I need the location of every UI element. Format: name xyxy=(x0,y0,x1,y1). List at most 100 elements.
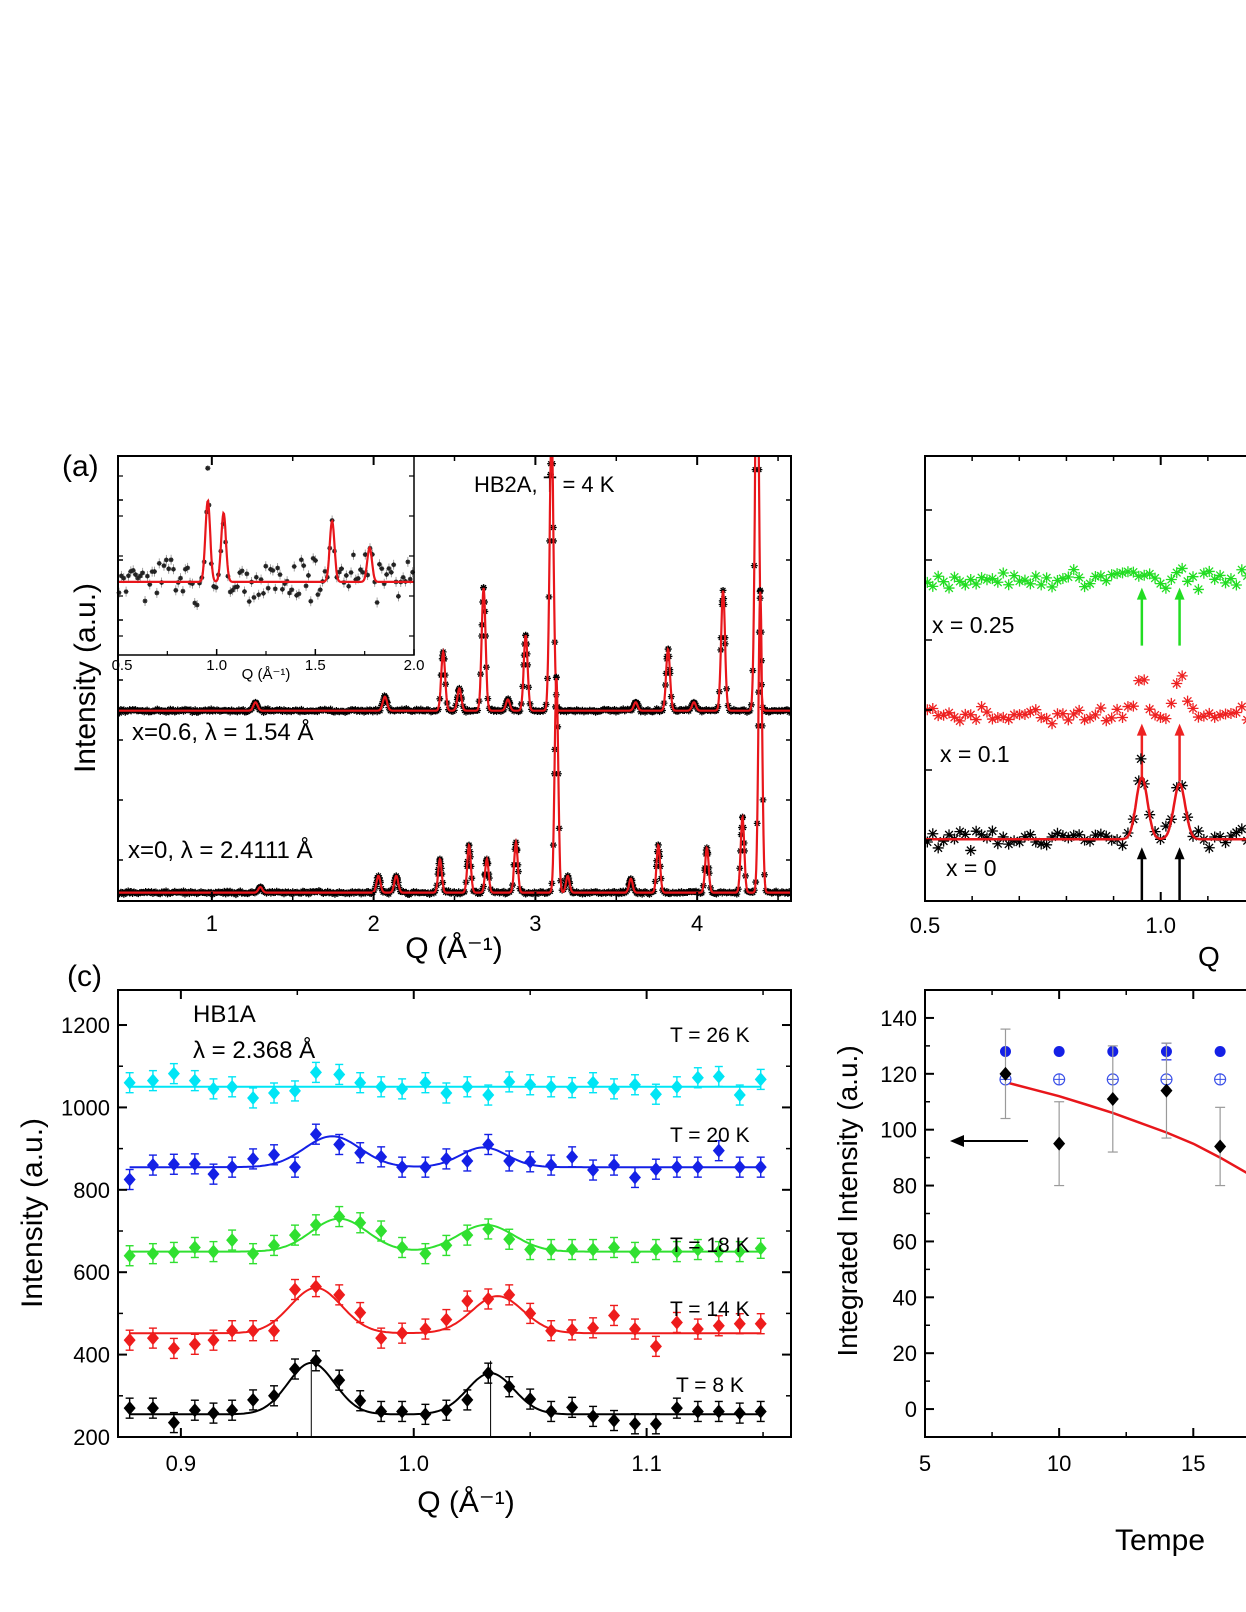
data-point xyxy=(1149,826,1161,838)
data-point xyxy=(239,706,247,713)
data-point xyxy=(524,1306,537,1321)
data-point xyxy=(333,1137,346,1152)
data-point xyxy=(932,842,944,854)
data-point xyxy=(927,703,939,715)
data-point xyxy=(545,1158,558,1173)
data-point xyxy=(226,1233,239,1248)
y-tick-label: 800 xyxy=(73,1178,110,1203)
data-point xyxy=(236,887,244,895)
data-point xyxy=(167,1066,180,1081)
panel-b-label-x025: x = 0.25 xyxy=(932,612,1014,638)
data-point xyxy=(1041,712,1053,724)
data-point xyxy=(1225,707,1237,719)
data-point xyxy=(970,714,982,726)
data-point xyxy=(419,1322,432,1337)
data-point xyxy=(178,575,183,581)
data-point xyxy=(503,1379,516,1394)
data-point xyxy=(472,887,480,895)
data-point xyxy=(189,581,195,587)
data-point xyxy=(246,599,252,604)
data-point xyxy=(322,568,328,574)
data-point xyxy=(146,1246,159,1261)
data-point xyxy=(1117,711,1129,723)
x-tick-label: 2 xyxy=(367,911,379,936)
data-point xyxy=(628,1416,641,1431)
data-point xyxy=(462,708,470,716)
data-point xyxy=(1220,837,1232,849)
data-point xyxy=(445,887,452,895)
data-point xyxy=(1160,1083,1173,1098)
data-point xyxy=(146,1401,159,1416)
data-point xyxy=(333,1067,346,1082)
data-point xyxy=(503,1287,516,1302)
panel-c-label-26k: T = 26 K xyxy=(670,1024,750,1047)
data-point xyxy=(354,1305,367,1320)
data-point xyxy=(1035,838,1047,850)
data-point xyxy=(545,1079,558,1094)
data-point xyxy=(381,581,387,587)
data-point xyxy=(628,1322,641,1337)
data-point xyxy=(1079,581,1091,593)
data-point xyxy=(1019,831,1031,843)
data-point xyxy=(999,1066,1012,1081)
data-point xyxy=(1138,569,1150,581)
data-point xyxy=(147,582,153,587)
data-point xyxy=(482,1366,495,1381)
data-point xyxy=(118,709,123,717)
data-point xyxy=(268,1085,281,1100)
data-point xyxy=(123,1401,136,1416)
data-point xyxy=(719,586,727,594)
data-point xyxy=(670,1315,683,1330)
data-point xyxy=(1214,1045,1226,1057)
data-point xyxy=(1046,718,1058,730)
data-point xyxy=(587,1163,600,1178)
data-point xyxy=(1014,575,1026,587)
data-point xyxy=(1062,832,1074,844)
inset-x-tick-label: 1.0 xyxy=(206,657,227,674)
data-point xyxy=(1214,569,1226,581)
data-point xyxy=(396,1326,409,1341)
peak-arrowhead xyxy=(1174,723,1185,736)
x-tick-label: 4 xyxy=(691,911,703,936)
data-point xyxy=(587,1242,600,1257)
data-point xyxy=(691,1160,704,1175)
data-point xyxy=(410,569,416,575)
data-point xyxy=(1122,827,1134,839)
data-point xyxy=(976,829,988,841)
data-point xyxy=(309,1065,322,1080)
data-point xyxy=(419,1407,432,1422)
data-point xyxy=(226,1403,239,1418)
data-point xyxy=(1117,567,1129,579)
data-point xyxy=(670,1079,683,1094)
data-point xyxy=(1024,578,1036,590)
data-point xyxy=(375,1149,388,1164)
y-tick-label: 20 xyxy=(893,1341,917,1366)
data-point xyxy=(365,572,371,578)
data-point xyxy=(461,1079,474,1094)
data-point xyxy=(234,584,240,590)
y-tick-label: 1000 xyxy=(61,1095,110,1120)
data-point xyxy=(1160,582,1172,594)
data-point xyxy=(1165,574,1177,586)
data-point xyxy=(1073,704,1085,716)
data-point xyxy=(1100,715,1112,727)
data-point xyxy=(691,1322,704,1337)
data-point xyxy=(986,713,998,725)
data-point xyxy=(959,828,971,840)
panel-a-ylabel: Intensity (a.u.) xyxy=(69,583,102,773)
data-point xyxy=(1106,1091,1119,1106)
data-point xyxy=(1176,562,1188,574)
data-point xyxy=(981,706,993,718)
panel-a-xlabel: Q (Å⁻¹) xyxy=(405,932,503,965)
data-point xyxy=(303,583,309,589)
data-point xyxy=(317,587,323,593)
data-point xyxy=(353,577,359,583)
data-point xyxy=(938,576,950,588)
data-point xyxy=(118,573,124,579)
data-point xyxy=(226,1160,239,1175)
data-point xyxy=(348,570,354,575)
data-point xyxy=(313,558,318,563)
data-point xyxy=(566,1080,579,1095)
data-point xyxy=(1057,830,1069,842)
data-point xyxy=(197,580,202,586)
